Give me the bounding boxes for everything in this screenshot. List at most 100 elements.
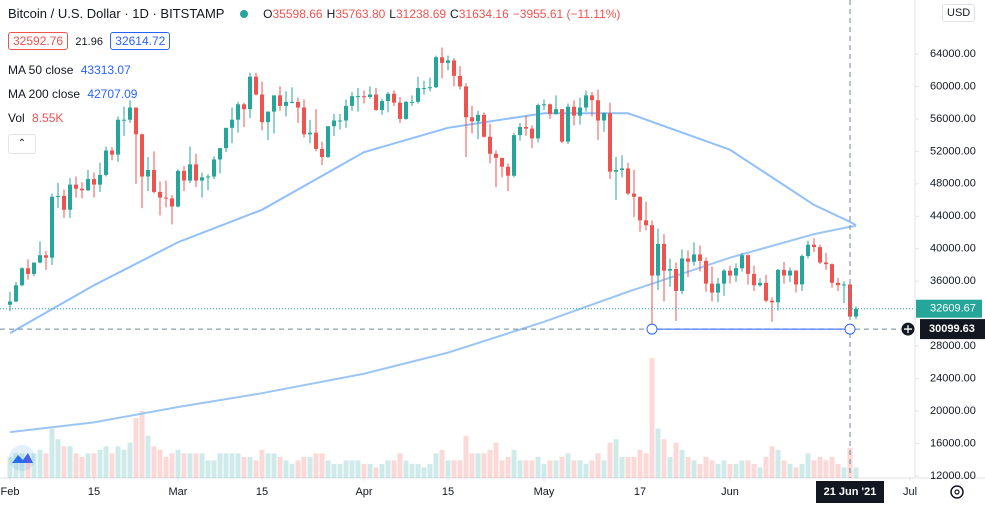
y-tick-label: 44000.00	[930, 210, 976, 222]
candle-body	[248, 76, 252, 110]
drawing-handle	[844, 323, 856, 335]
volume-bar	[31, 453, 37, 478]
collapse-button[interactable]: ⌃	[8, 134, 36, 154]
volume-bar	[631, 456, 637, 478]
volume-bar	[649, 358, 655, 478]
volume-bar	[223, 453, 229, 478]
candle-body	[788, 270, 792, 276]
candle-body	[830, 264, 834, 283]
candle-body	[512, 135, 516, 176]
volume-bar	[175, 449, 181, 478]
volume-bar	[637, 449, 643, 478]
volume-bar	[835, 463, 841, 478]
change: −3955.61 (−11.11%)	[512, 7, 621, 21]
status-dot	[239, 10, 248, 18]
volume-bar	[493, 442, 499, 478]
volume-legend: Vol 8.55K	[8, 111, 67, 125]
candle-body	[272, 95, 276, 112]
ma-value: 42707.09	[87, 87, 138, 101]
candle-body	[410, 101, 414, 103]
ohlc-value: 35763.80	[335, 7, 386, 21]
candle-body	[620, 168, 624, 171]
candle-body	[668, 269, 672, 271]
y-tick-label: 36000.00	[930, 275, 976, 287]
volume-bar	[301, 456, 307, 478]
y-tick-label: 20000.00	[930, 405, 976, 417]
volume-bar	[205, 460, 211, 478]
bid[interactable]: 32592.76	[8, 32, 69, 50]
candle-body	[302, 107, 306, 135]
candle-body	[734, 268, 738, 276]
last-price-box	[916, 299, 982, 318]
ohlc-key: C	[450, 7, 459, 21]
volume-bar	[757, 467, 763, 478]
candle-body	[662, 243, 666, 271]
volume-bar	[265, 453, 271, 478]
volume-bar	[517, 460, 523, 478]
candle-body	[68, 184, 72, 210]
y-tick-label: 28000.00	[930, 340, 976, 352]
candle-body	[692, 254, 696, 262]
volume-bar	[307, 456, 313, 478]
volume-bar	[421, 467, 427, 478]
candle-body	[674, 269, 678, 291]
volume-bar	[37, 449, 43, 478]
candle-body	[710, 283, 714, 293]
currency-button[interactable]: USD	[942, 4, 976, 22]
volume-bar	[91, 453, 97, 478]
volume-bar	[799, 463, 805, 478]
volume-bar	[547, 460, 553, 478]
crosshair-time-box	[816, 481, 884, 503]
volume-bar	[589, 460, 595, 478]
candle-body	[14, 285, 18, 302]
candle-body	[8, 301, 12, 305]
candle-body	[26, 268, 30, 274]
y-tick-label: 56000.00	[930, 113, 976, 125]
volume-bar	[775, 449, 781, 478]
candle-body	[416, 88, 420, 102]
ohlc-key: L	[389, 7, 396, 21]
volume-bar	[343, 460, 349, 478]
ask[interactable]: 32614.72	[110, 32, 171, 50]
volume-bar	[793, 467, 799, 478]
candle-body	[560, 109, 564, 142]
volume-bar	[817, 456, 823, 478]
candle-body	[584, 95, 588, 108]
candle-body	[218, 148, 222, 160]
candle-body	[38, 255, 42, 263]
volume-bar	[781, 460, 787, 478]
candle-body	[152, 170, 156, 192]
candle-body	[212, 159, 216, 177]
candle-body	[824, 262, 828, 265]
volume-bar	[703, 456, 709, 478]
volume-bar	[769, 446, 775, 478]
candle-body	[80, 188, 84, 191]
candle-body	[386, 93, 390, 102]
candle-body	[812, 244, 816, 248]
candle-body	[716, 283, 720, 293]
settings-gear[interactable]	[950, 485, 964, 499]
volume-bar	[319, 453, 325, 478]
candle-body	[728, 270, 732, 276]
candle-body	[554, 109, 558, 115]
y-tick-label: 60000.00	[930, 80, 976, 92]
candle-body	[266, 111, 270, 123]
y-tick-label: 48000.00	[930, 178, 976, 190]
volume-bar	[25, 456, 31, 478]
volume-bar	[241, 456, 247, 478]
candle-body	[656, 243, 660, 276]
volume-bar	[391, 460, 397, 478]
volume-bar	[751, 463, 757, 478]
candle-body	[482, 114, 486, 137]
volume-bar	[673, 442, 679, 478]
candle-body	[590, 95, 594, 101]
x-tick-label: 15	[88, 486, 100, 498]
candle-body	[122, 119, 126, 121]
volume-bar	[199, 453, 205, 478]
ma-value: 43313.07	[80, 63, 131, 77]
spread: 21.96	[75, 36, 103, 48]
candle-body	[260, 94, 264, 123]
y-tick-label: 52000.00	[930, 145, 976, 157]
drawing-handle	[646, 323, 658, 335]
